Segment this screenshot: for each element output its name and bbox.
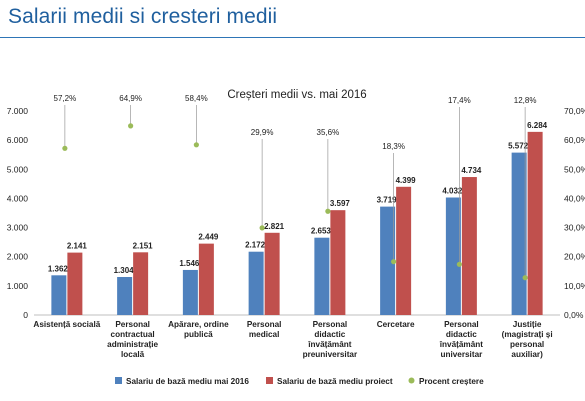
- category-label: medical: [249, 330, 280, 339]
- category-label: publică: [184, 330, 213, 339]
- growth-point: [128, 123, 134, 129]
- category-label: (magistrați și: [502, 330, 553, 339]
- category-label: preuniversitar: [303, 350, 358, 359]
- bar-value-label-may2016: 5.572: [508, 142, 529, 151]
- y2-tick-label: 30,0%: [564, 223, 585, 233]
- category-label: Personal: [444, 320, 479, 329]
- growth-value-label: 17,4%: [448, 96, 471, 105]
- category-label: Personal: [115, 320, 150, 329]
- page-title: Salarii medii si cresteri medii: [8, 5, 278, 28]
- bar-may2016: [314, 237, 330, 315]
- bar-value-label-proiect: 6.284: [527, 121, 548, 130]
- category-label: administrație: [107, 340, 158, 349]
- y-tick-label: 2.000: [7, 252, 29, 262]
- y-tick-label: 1.000: [7, 281, 29, 291]
- chart-title: Creșteri medii vs. mai 2016: [227, 89, 366, 101]
- bar-value-label-may2016: 4.032: [442, 186, 463, 195]
- bar-value-label-may2016: 1.304: [114, 266, 135, 275]
- y-tick-label: 4.000: [7, 193, 29, 203]
- category-label: Apărare, ordine: [168, 320, 229, 329]
- growth-value-label: 12,8%: [514, 96, 537, 105]
- bar-value-label-proiect: 4.734: [461, 166, 482, 175]
- bar-proiect: [198, 243, 214, 315]
- growth-value-label: 64,9%: [119, 94, 142, 103]
- growth-value-label: 35,6%: [317, 128, 340, 137]
- legend-label: Procent creștere: [419, 377, 484, 386]
- category-label: Personal: [313, 320, 348, 329]
- growth-value-label: 29,9%: [251, 128, 274, 137]
- category-label: Cercetare: [377, 320, 415, 329]
- bar-may2016: [511, 152, 527, 315]
- bar-value-label-proiect: 2.449: [198, 233, 219, 242]
- bar-may2016: [380, 206, 396, 315]
- growth-value-label: 58,4%: [185, 94, 208, 103]
- category-label: universitar: [440, 350, 483, 359]
- bar-value-label-may2016: 2.172: [245, 241, 266, 250]
- category-label: învățământ: [307, 340, 351, 349]
- y-tick-label: 5.000: [7, 164, 29, 174]
- y2-tick-label: 60,0%: [564, 135, 585, 145]
- bar-value-label-proiect: 2.141: [67, 242, 88, 251]
- category-label: auxiliar): [511, 350, 543, 359]
- growth-point: [325, 208, 331, 214]
- bar-proiect: [67, 252, 83, 315]
- bar-value-label-may2016: 1.546: [179, 259, 200, 268]
- bar-may2016: [117, 276, 133, 315]
- bar-value-label-proiect: 4.399: [396, 176, 417, 185]
- category-label: contractual: [111, 330, 155, 339]
- legend-swatch: [115, 377, 122, 384]
- growth-value-label: 57,2%: [54, 94, 77, 103]
- bar-proiect: [396, 186, 412, 315]
- category-label: Justiție: [513, 320, 542, 329]
- category-label: personal: [510, 340, 544, 349]
- category-label: didactic: [446, 330, 477, 339]
- category-label: învățământ: [439, 340, 483, 349]
- growth-point: [456, 261, 462, 267]
- y2-tick-label: 70,0%: [564, 106, 585, 116]
- bar-proiect: [527, 131, 543, 315]
- legend-swatch: [266, 377, 273, 384]
- growth-point: [522, 275, 528, 281]
- legend-swatch: [408, 377, 415, 384]
- y2-tick-label: 50,0%: [564, 164, 585, 174]
- y2-tick-label: 10,0%: [564, 281, 585, 291]
- bar-proiect: [330, 210, 346, 315]
- legend-label: Salariu de bază mediu mai 2016: [126, 377, 249, 386]
- y2-tick-label: 20,0%: [564, 252, 585, 262]
- bar-value-label-proiect: 3.597: [330, 199, 351, 208]
- bar-value-label-may2016: 1.362: [48, 264, 69, 273]
- legend-label: Salariu de bază mediu proiect: [277, 377, 393, 386]
- bar-may2016: [182, 269, 198, 315]
- y-tick-label: 0: [23, 310, 28, 320]
- growth-point: [259, 225, 265, 231]
- bar-may2016: [51, 275, 67, 315]
- bar-value-label-proiect: 2.821: [264, 222, 285, 231]
- title-underline: [0, 37, 585, 38]
- y-tick-label: 6.000: [7, 135, 29, 145]
- bar-proiect: [133, 252, 149, 315]
- y2-tick-label: 0,0%: [564, 310, 584, 320]
- bar-proiect: [264, 232, 280, 315]
- bar-value-label-may2016: 3.719: [377, 196, 398, 205]
- category-label: didactic: [314, 330, 345, 339]
- y-tick-label: 3.000: [7, 223, 29, 233]
- bar-may2016: [248, 251, 264, 315]
- bar-may2016: [445, 197, 461, 315]
- category-label: locală: [121, 350, 145, 359]
- growth-point: [62, 145, 68, 151]
- y-tick-label: 7.000: [7, 106, 29, 116]
- growth-point: [193, 142, 199, 148]
- category-label: Personal: [247, 320, 282, 329]
- bar-proiect: [461, 177, 477, 315]
- category-label: Asistență socială: [33, 320, 100, 329]
- growth-point: [391, 259, 397, 265]
- growth-value-label: 18,3%: [382, 142, 405, 151]
- bar-value-label-proiect: 2.151: [133, 241, 154, 250]
- bar-value-label-may2016: 2.653: [311, 227, 332, 236]
- y2-tick-label: 40,0%: [564, 193, 585, 203]
